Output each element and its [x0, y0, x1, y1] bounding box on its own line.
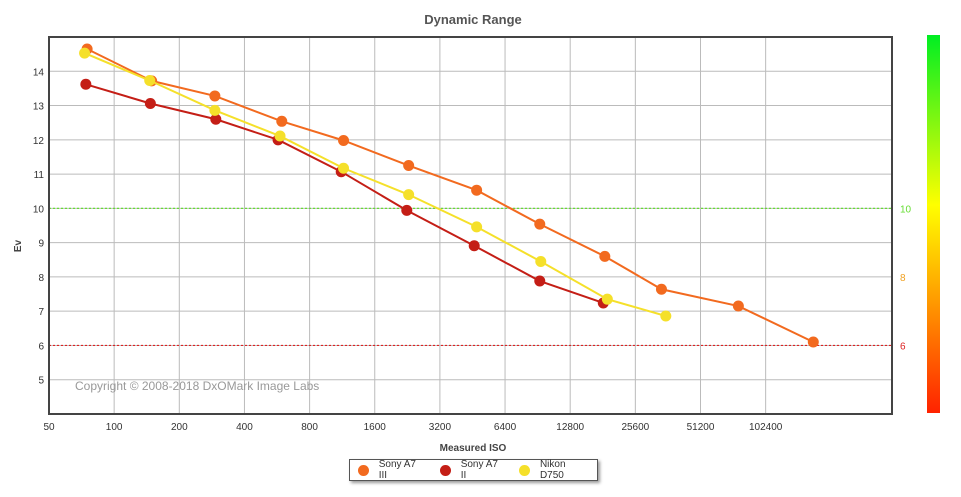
colorbar	[927, 35, 940, 413]
legend-marker	[439, 464, 451, 476]
data-point[interactable]	[338, 135, 350, 147]
data-point[interactable]	[535, 255, 547, 267]
y-tick-label: 11	[34, 170, 45, 181]
data-point[interactable]	[732, 300, 744, 312]
data-point[interactable]	[144, 97, 156, 109]
data-point[interactable]	[471, 221, 483, 233]
x-tick-label: 102400	[749, 422, 783, 433]
y-tick-label: 6	[38, 341, 44, 352]
legend-item-sony-a7-iii[interactable]: Sony A7 III	[358, 459, 426, 481]
y-axis-title: Ev	[13, 239, 24, 252]
data-point[interactable]	[401, 204, 413, 216]
data-point[interactable]	[807, 336, 819, 348]
data-point[interactable]	[534, 275, 546, 287]
data-point[interactable]	[601, 293, 613, 305]
copyright-text: Copyright © 2008-2018 DxOMark Image Labs	[75, 379, 319, 393]
colorbar-label: 6	[900, 341, 906, 352]
y-tick-label: 7	[38, 307, 44, 318]
x-tick-label: 12800	[556, 422, 584, 433]
data-point[interactable]	[599, 250, 611, 262]
data-point[interactable]	[79, 47, 91, 59]
x-tick-label: 25600	[621, 422, 649, 433]
colorbar-label: 8	[900, 273, 906, 284]
data-point[interactable]	[210, 113, 222, 125]
legend-label: Sony A7 II	[460, 459, 498, 481]
x-tick-label: 400	[236, 422, 253, 433]
x-tick-label: 51200	[687, 422, 715, 433]
x-tick-label: 800	[301, 422, 318, 433]
x-axis-title: Measured ISO	[440, 443, 507, 454]
data-point[interactable]	[471, 184, 483, 196]
data-point[interactable]	[144, 75, 156, 87]
y-tick-label: 8	[38, 273, 44, 284]
data-point[interactable]	[403, 160, 415, 172]
x-tick-label: 50	[43, 422, 55, 433]
data-point[interactable]	[338, 162, 350, 174]
plot-frame	[48, 36, 893, 415]
legend-marker	[519, 464, 530, 476]
legend-item-nikon-d750[interactable]: Nikon D750	[519, 459, 591, 481]
y-tick-label: 5	[38, 376, 44, 387]
x-tick-label: 6400	[494, 422, 517, 433]
series-line	[86, 48, 814, 343]
legend: Sony A7 III Sony A7 II Nikon D750	[349, 459, 598, 481]
data-point[interactable]	[660, 310, 672, 322]
data-point[interactable]	[655, 283, 667, 295]
legend-label: Sony A7 III	[378, 459, 416, 481]
x-tick-label: 200	[171, 422, 188, 433]
data-point[interactable]	[468, 240, 480, 252]
colorbar-label: 10	[900, 204, 912, 215]
data-point[interactable]	[274, 130, 286, 142]
series-line	[84, 52, 667, 317]
data-point[interactable]	[80, 78, 92, 90]
y-tick-label: 9	[38, 239, 44, 250]
series-line	[85, 83, 604, 304]
y-tick-label: 14	[33, 67, 45, 78]
data-point[interactable]	[534, 218, 546, 230]
x-tick-label: 1600	[364, 422, 387, 433]
y-tick-label: 13	[33, 102, 45, 113]
x-tick-label: 3200	[429, 422, 452, 433]
data-point[interactable]	[276, 115, 288, 127]
data-point[interactable]	[403, 189, 415, 201]
legend-marker	[358, 464, 369, 476]
y-tick-label: 10	[33, 204, 45, 215]
legend-item-sony-a7-ii[interactable]: Sony A7 II	[439, 459, 505, 481]
legend-label: Nikon D750	[539, 459, 566, 481]
x-tick-label: 100	[106, 422, 123, 433]
y-tick-label: 12	[33, 136, 45, 147]
data-point[interactable]	[209, 104, 221, 116]
data-point[interactable]	[209, 90, 221, 102]
chart-title: Dynamic Range	[424, 12, 522, 27]
